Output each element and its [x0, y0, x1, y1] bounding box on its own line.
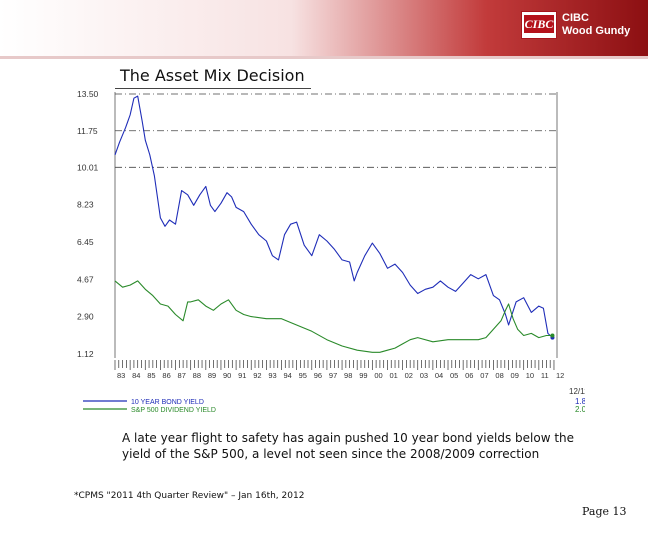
x-tick-label: 93	[268, 371, 276, 380]
legend-value-dividend: 2.01	[575, 405, 585, 414]
x-tick-label: 89	[208, 371, 216, 380]
x-tick-label: 09	[511, 371, 519, 380]
page-title: The Asset Mix Decision	[120, 66, 305, 85]
x-tick-label: 07	[480, 371, 488, 380]
cibc-logo-mark: CIBC	[524, 15, 554, 33]
chart-series	[114, 95, 555, 353]
cibc-logo: CIBC	[521, 11, 557, 39]
y-tick-label: 11.75	[77, 126, 98, 136]
x-tick-label: 86	[162, 371, 170, 380]
x-tick-label: 03	[420, 371, 428, 380]
dividend-yield-line	[114, 280, 553, 353]
x-tick-label: 88	[193, 371, 201, 380]
x-tick-label: 96	[314, 371, 322, 380]
x-tick-label: 95	[299, 371, 307, 380]
y-tick-label: 2.90	[77, 312, 94, 322]
header-bar: CIBC CIBC Wood Gundy	[0, 0, 648, 56]
x-tick-label: 85	[147, 371, 155, 380]
y-tick-label: 1.12	[77, 349, 94, 359]
source-footnote: *CPMS "2011 4th Quarter Review" – Jan 16…	[74, 491, 305, 501]
x-tick-label: 90	[223, 371, 231, 380]
x-tick-label: 05	[450, 371, 458, 380]
title-underline	[115, 88, 311, 89]
y-tick-label: 13.50	[77, 89, 99, 99]
legend-label-bond: 10 YEAR BOND YIELD	[131, 399, 204, 406]
x-tick-label: 84	[132, 371, 140, 380]
x-tick-label: 98	[344, 371, 352, 380]
commentary-text: A late year flight to safety has again p…	[122, 431, 575, 461]
x-tick-label: 87	[178, 371, 186, 380]
y-tick-label: 10.01	[77, 162, 99, 172]
legend-label-dividend: S&P 500 DIVIDEND YIELD	[131, 407, 216, 414]
x-axis-ticks: 83 84 85 86 87 88 89 90 91 92 93 94 95 96 97 98 99 00 01 02…	[114, 360, 564, 380]
x-tick-label: 04	[435, 371, 443, 380]
y-tick-label: 8.23	[77, 200, 94, 210]
brand-name-line2: Wood Gundy	[562, 25, 631, 37]
plot-frame	[115, 82, 557, 86]
brand-name-line1: CIBC	[562, 12, 589, 24]
end-date-label: 12/11	[569, 387, 585, 396]
chart-gridlines	[114, 92, 558, 358]
x-tick-label: 06	[465, 371, 473, 380]
x-tick-label: 08	[495, 371, 503, 380]
x-tick-label: 83	[117, 371, 125, 380]
x-tick-label: 99	[359, 371, 367, 380]
x-tick-label: 92	[253, 371, 261, 380]
x-tick-label: 91	[238, 371, 246, 380]
x-tick-label: 00	[374, 371, 382, 380]
x-tick-label: 01	[389, 371, 397, 380]
bond-yield-line	[114, 95, 553, 339]
x-tick-label: 02	[405, 371, 413, 380]
y-tick-label: 4.67	[77, 274, 94, 284]
x-tick-label: 10	[526, 371, 534, 380]
x-tick-label: 12	[556, 371, 564, 380]
y-axis-ticks: 13.50 11.75 10.01 8.23 6.45 4.67 2.90 1.12	[77, 89, 99, 359]
x-tick-label: 97	[329, 371, 337, 380]
yield-chart: 13.50 11.75 10.01 8.23 6.45 4.67 2.90 1.12 83 84…	[77, 82, 585, 414]
page-number: Page 13	[582, 505, 627, 518]
chart-legend: 12/11 10 YEAR BOND YIELD 1.88 S&P 500 DIVID…	[83, 387, 585, 414]
legend-value-bond: 1.88	[575, 397, 585, 406]
y-tick-label: 6.45	[77, 237, 94, 247]
x-tick-label: 11	[541, 371, 549, 380]
header-divider	[0, 56, 648, 59]
series-end-marker	[550, 333, 555, 338]
x-tick-label: 94	[284, 371, 292, 380]
